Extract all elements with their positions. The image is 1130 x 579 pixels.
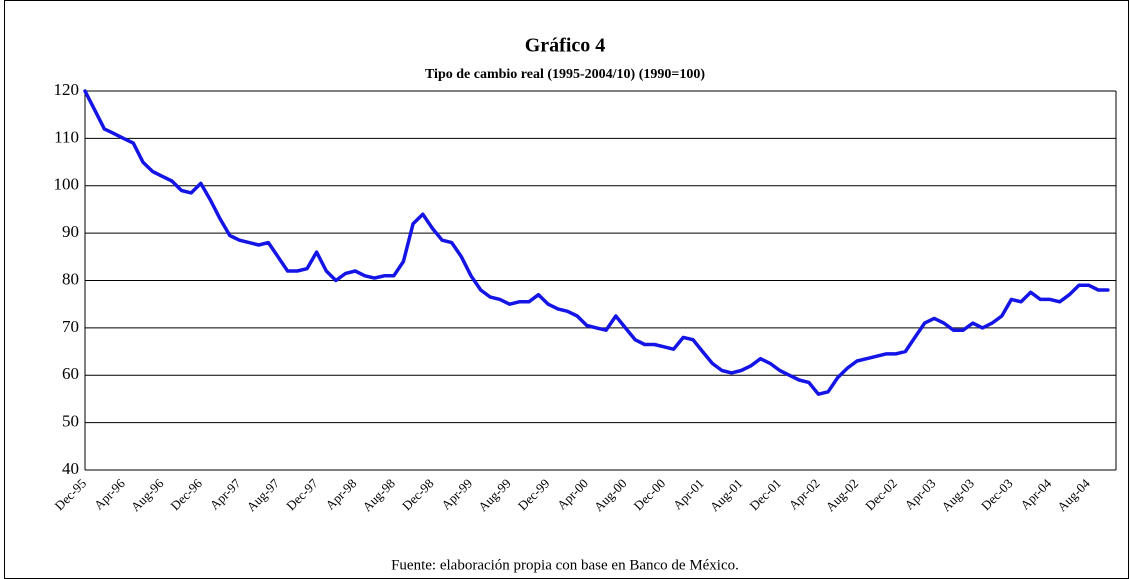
y-tick-label: 100 xyxy=(54,175,80,194)
data-line xyxy=(83,89,1110,396)
y-tick-label: 120 xyxy=(54,80,80,99)
y-tick-label: 110 xyxy=(54,127,79,146)
chart-border xyxy=(4,0,1129,579)
y-tick-label: 90 xyxy=(62,222,79,241)
y-tick-label: 70 xyxy=(62,317,79,336)
y-tick-label: 50 xyxy=(62,412,79,431)
y-tick-label: 80 xyxy=(62,269,79,288)
y-tick-label: 40 xyxy=(62,459,79,478)
chart-title: Gráfico 4 xyxy=(525,35,606,57)
source-note: Fuente: elaboración propia con base en B… xyxy=(391,557,739,573)
chart-subtitle: Tipo de cambio real (1995-2004/10) (1990… xyxy=(425,67,705,82)
y-tick-label: 60 xyxy=(62,364,79,383)
